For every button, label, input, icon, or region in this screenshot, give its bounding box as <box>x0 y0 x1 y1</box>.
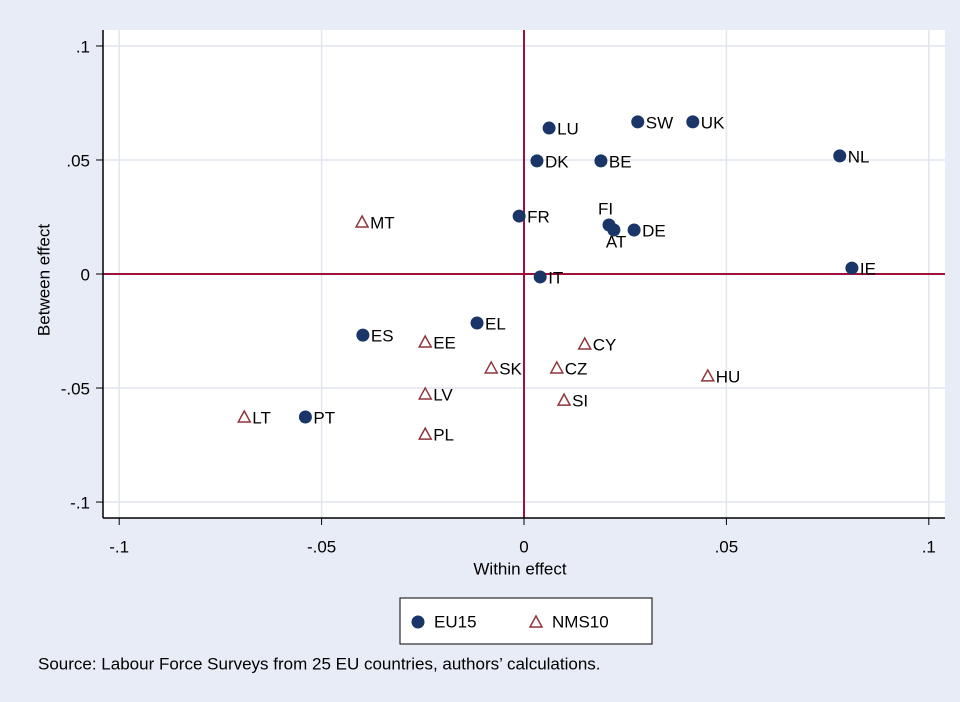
point-label: LV <box>433 385 453 404</box>
point-label: IE <box>860 260 876 279</box>
source-note: Source: Labour Force Surveys from 25 EU … <box>38 654 601 673</box>
point-label: SK <box>499 359 522 378</box>
legend <box>399 597 653 645</box>
point <box>686 115 700 129</box>
point <box>483 360 499 374</box>
x-tick-label: .1 <box>922 537 936 556</box>
point-label: PT <box>313 408 335 427</box>
x-axis-title: Within effect <box>473 559 567 578</box>
point <box>356 328 370 342</box>
legend-label: NMS10 <box>552 612 609 631</box>
y-tick-label: -.1 <box>70 494 90 513</box>
legend-marker <box>528 614 544 628</box>
point <box>417 334 433 348</box>
point <box>556 392 572 406</box>
point <box>354 214 370 228</box>
point <box>470 316 484 330</box>
point-label: BE <box>609 152 632 171</box>
point-label: HU <box>716 367 741 386</box>
point-label: IT <box>548 268 563 287</box>
point-label: FI <box>598 199 613 218</box>
y-tick-label: 0 <box>81 265 90 284</box>
point-label: DK <box>545 152 569 171</box>
y-axis-title: Between effect <box>34 224 53 336</box>
point <box>594 154 608 168</box>
x-tick-label: .05 <box>715 537 739 556</box>
point <box>833 149 847 163</box>
point-label: MT <box>370 213 395 232</box>
point <box>700 368 716 382</box>
point-label: SI <box>572 392 588 411</box>
legend-marker <box>411 615 425 629</box>
point-label: PL <box>433 426 454 445</box>
point <box>845 261 859 275</box>
x-tick-label: 0 <box>519 537 528 556</box>
point-label: FR <box>527 208 550 227</box>
point-label: CY <box>593 335 617 354</box>
point-label: LU <box>557 120 579 139</box>
point-label: LT <box>252 408 271 427</box>
y-tick-label: .05 <box>66 151 90 170</box>
point <box>607 223 621 237</box>
point-label: ES <box>371 327 394 346</box>
point <box>577 336 592 350</box>
point-label: NL <box>848 147 870 166</box>
point <box>298 410 312 424</box>
point-label: AT <box>606 232 626 251</box>
legend-label: EU15 <box>434 612 477 631</box>
point <box>542 121 556 135</box>
y-tick-label: -.05 <box>61 380 90 399</box>
point <box>417 426 433 440</box>
point-label: UK <box>701 113 725 132</box>
point <box>631 115 645 129</box>
point-label: EL <box>485 315 506 334</box>
point <box>533 270 547 284</box>
x-tick-label: -.05 <box>307 537 336 556</box>
point <box>417 386 433 400</box>
point <box>627 223 641 237</box>
point <box>512 209 526 223</box>
point <box>237 409 252 423</box>
point-label: CZ <box>565 359 588 378</box>
point <box>530 154 544 168</box>
point <box>549 360 565 374</box>
y-tick-label: .1 <box>76 37 90 56</box>
point-label: DE <box>642 221 666 240</box>
point-label: SW <box>646 113 673 132</box>
point-label: EE <box>433 333 456 352</box>
x-tick-label: -.1 <box>109 537 129 556</box>
